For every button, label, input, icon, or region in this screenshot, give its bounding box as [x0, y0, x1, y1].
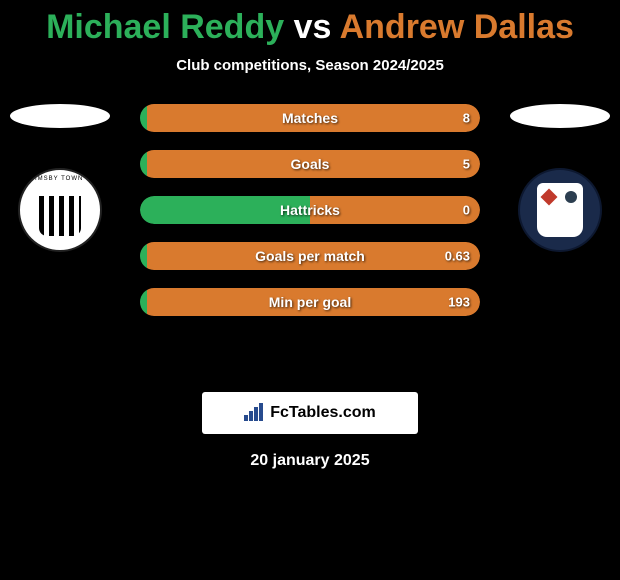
club-badge-shield-icon: [537, 183, 583, 237]
stat-row: Hattricks 0: [140, 196, 480, 224]
stat-label: Hattricks: [280, 202, 340, 218]
stat-value-right: 0.63: [445, 249, 470, 264]
player1-name: Michael Reddy: [46, 8, 284, 46]
stat-bar-left: [140, 242, 147, 270]
stat-bar-left: [140, 150, 147, 178]
stat-label: Goals: [291, 156, 330, 172]
player2-column: [500, 104, 620, 252]
player1-club-badge: GRIMSBY TOWN FC: [18, 168, 102, 252]
date-text: 20 january 2025: [0, 452, 620, 470]
stat-bar-left: [140, 104, 147, 132]
stat-value-right: 0: [463, 203, 470, 218]
player2-avatar-placeholder: [510, 104, 610, 128]
comparison-title: Michael Reddy vs Andrew Dallas: [0, 0, 620, 47]
stat-label: Goals per match: [255, 248, 365, 264]
stat-value-right: 193: [448, 295, 470, 310]
stat-row: Goals 5: [140, 150, 480, 178]
player2-club-badge: [518, 168, 602, 252]
branding-text: FcTables.com: [270, 404, 376, 422]
stat-value-right: 8: [463, 111, 470, 126]
stat-value-right: 5: [463, 157, 470, 172]
stat-bar-left: [140, 288, 147, 316]
stat-row: Goals per match 0.63: [140, 242, 480, 270]
club-badge-text-icon: GRIMSBY TOWN FC: [24, 176, 96, 182]
club-badge-stripes-icon: [39, 196, 81, 236]
player1-avatar-placeholder: [10, 104, 110, 128]
subtitle: Club competitions, Season 2024/2025: [0, 57, 620, 74]
stat-row: Min per goal 193: [140, 288, 480, 316]
stat-label: Min per goal: [269, 294, 351, 310]
branding-chart-icon: [244, 405, 264, 421]
player1-column: GRIMSBY TOWN FC: [0, 104, 120, 252]
branding-badge: FcTables.com: [202, 392, 418, 434]
vs-text: vs: [294, 8, 332, 46]
stat-row: Matches 8: [140, 104, 480, 132]
stat-bars: Matches 8 Goals 5 Hattricks 0 Goals per match 0…: [140, 104, 480, 316]
player2-name: Andrew Dallas: [340, 8, 574, 46]
comparison-content: GRIMSBY TOWN FC Matches 8 Goals 5 Hattricks 0…: [0, 104, 620, 364]
stat-label: Matches: [282, 110, 338, 126]
